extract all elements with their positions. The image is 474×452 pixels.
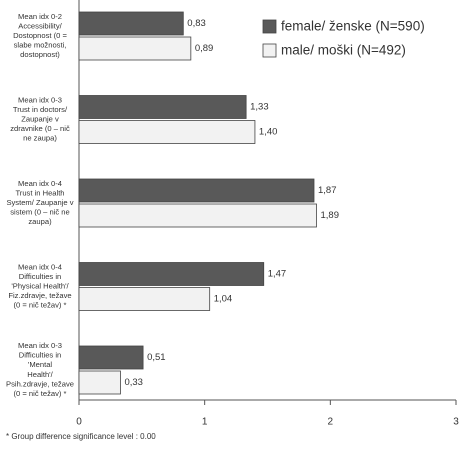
category-label: Mean idx 0-2 Accessibility/Dostopnost (0 … (13, 12, 67, 59)
bar (78, 287, 211, 311)
value-label: 0,83 (187, 18, 206, 29)
bar (78, 345, 144, 370)
bar (78, 120, 256, 144)
bar (78, 95, 247, 119)
bar (78, 262, 265, 286)
category-label: Mean idx 0-4 Trust in Health System/ Zaupa… (6, 179, 73, 226)
value-label: 0,33 (124, 377, 143, 388)
category-label: Mean idx 0-3 Difficulties in 'Mental Health… (6, 341, 74, 398)
legend-label: female/ ženske (N=590) (281, 19, 425, 34)
footnote: * Group difference significance level : … (6, 432, 156, 441)
bar (78, 11, 184, 36)
value-label: 1,40 (259, 127, 278, 138)
legend-label: male/ moški (N=492) (281, 43, 406, 58)
value-label: 1,89 (321, 210, 340, 221)
x-tick-label: 0 (76, 417, 82, 428)
value-label: 1,33 (250, 102, 268, 113)
bar (78, 203, 317, 228)
bar (78, 370, 121, 395)
x-tick-label: 2 (328, 417, 334, 428)
value-label: 1,04 (214, 294, 233, 305)
value-label: 1,87 (318, 185, 337, 196)
x-tick-label: 1 (202, 417, 208, 428)
legend-swatch (262, 19, 277, 34)
category-label: Mean idx 0-4 Difficulties in 'Physical Hea… (8, 262, 71, 309)
legend-swatch (262, 43, 277, 58)
value-label: 0,51 (147, 352, 166, 363)
value-label: 0,89 (195, 43, 214, 54)
value-label: 1,47 (268, 269, 287, 280)
bar (78, 178, 315, 203)
bar (78, 36, 192, 61)
x-tick-label: 3 (453, 417, 459, 428)
